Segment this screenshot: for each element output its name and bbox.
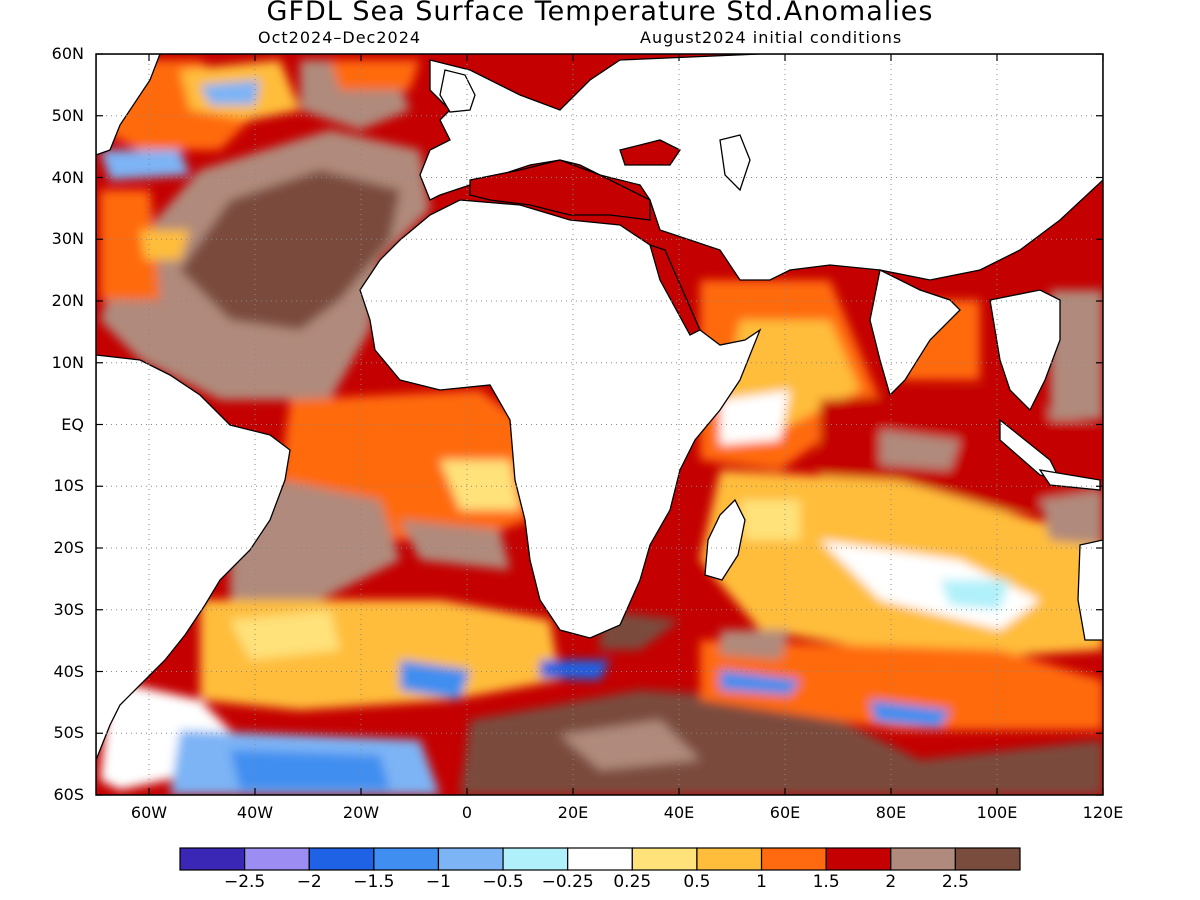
- lat-label: 30N: [51, 229, 84, 249]
- black-sea: [619, 139, 681, 166]
- colorbar-swatch: [308, 847, 375, 871]
- colorbar-label: 0.25: [613, 872, 652, 892]
- initial-conditions: August2024 initial conditions: [640, 28, 903, 47]
- colorbar-label: 1: [756, 872, 767, 892]
- lat-label: 50S: [53, 723, 84, 743]
- colorbar-swatch: [437, 847, 504, 871]
- lat-label: 30S: [53, 599, 84, 619]
- lon-label: 120E: [1082, 803, 1124, 822]
- caspian-sea: [719, 134, 751, 192]
- colorbar-swatch: [502, 847, 569, 871]
- lat-label: 10N: [51, 352, 84, 372]
- lon-label: 60W: [130, 803, 168, 822]
- red-sea: [649, 243, 701, 336]
- colorbar-label: −0.5: [482, 872, 524, 892]
- colorbar-swatch: [760, 847, 827, 871]
- colorbar-swatch: [567, 847, 633, 871]
- madagascar: [704, 498, 746, 581]
- lon-label: 0: [461, 803, 473, 822]
- colorbar-swatch: [179, 847, 246, 871]
- lat-label: 60N: [51, 44, 84, 63]
- australia: [1077, 539, 1103, 641]
- lat-label: 40S: [53, 661, 84, 681]
- graticule: [96, 54, 1103, 795]
- europe: [419, 54, 1103, 281]
- colorbar-label: 2.5: [941, 872, 969, 892]
- colorbar-swatch: [631, 847, 698, 871]
- colorbar-swatch: [954, 847, 1021, 871]
- lon-label: 40E: [663, 803, 695, 822]
- colorbar-label: −1: [425, 872, 451, 892]
- mediterranean-sea: [469, 159, 651, 221]
- land-masses: [96, 54, 1103, 761]
- colorbar-label: −0.25: [541, 872, 594, 892]
- colorbar-label: 1.5: [812, 872, 840, 892]
- south-america: [96, 354, 291, 761]
- colorbar-swatch: [244, 847, 310, 871]
- lon-label: 40W: [236, 803, 274, 822]
- lon-label: 80E: [875, 803, 907, 822]
- lat-label: 20S: [53, 538, 84, 557]
- lat-label: 50N: [51, 105, 84, 125]
- lat-label: EQ: [61, 414, 84, 434]
- colorbar-swatch: [373, 847, 440, 871]
- india: [869, 269, 961, 397]
- colorbar-label: 2: [885, 872, 897, 892]
- colorbar-label: −2: [296, 872, 322, 892]
- forecast-period: Oct2024–Dec2024: [258, 28, 422, 47]
- lat-label: 10S: [53, 476, 84, 496]
- lat-label: 20N: [51, 291, 84, 310]
- lon-label: 20W: [342, 803, 380, 822]
- java: [1038, 469, 1101, 491]
- axis-ticks: [96, 53, 1104, 796]
- southeast-asia: [989, 289, 1061, 412]
- north-america: [96, 54, 161, 156]
- lat-label: 60S: [53, 785, 84, 804]
- lon-label: 20E: [557, 803, 589, 822]
- lat-label: 40N: [51, 167, 84, 187]
- lon-label: 100E: [976, 803, 1018, 822]
- colorbar-label: −2.5: [223, 872, 266, 892]
- colorbar-swatch: [890, 847, 956, 871]
- colorbar: [179, 847, 1021, 871]
- colorbar-swatch: [825, 847, 892, 871]
- great-britain: [439, 69, 476, 113]
- map-title: GFDL Sea Surface Temperature Std.Anomali…: [266, 0, 934, 27]
- africa: [359, 199, 762, 639]
- colorbar-label: 0.5: [683, 872, 711, 892]
- colorbar-swatch: [696, 847, 763, 871]
- lon-label: 60E: [769, 803, 801, 822]
- colorbar-label: −1.5: [353, 872, 395, 892]
